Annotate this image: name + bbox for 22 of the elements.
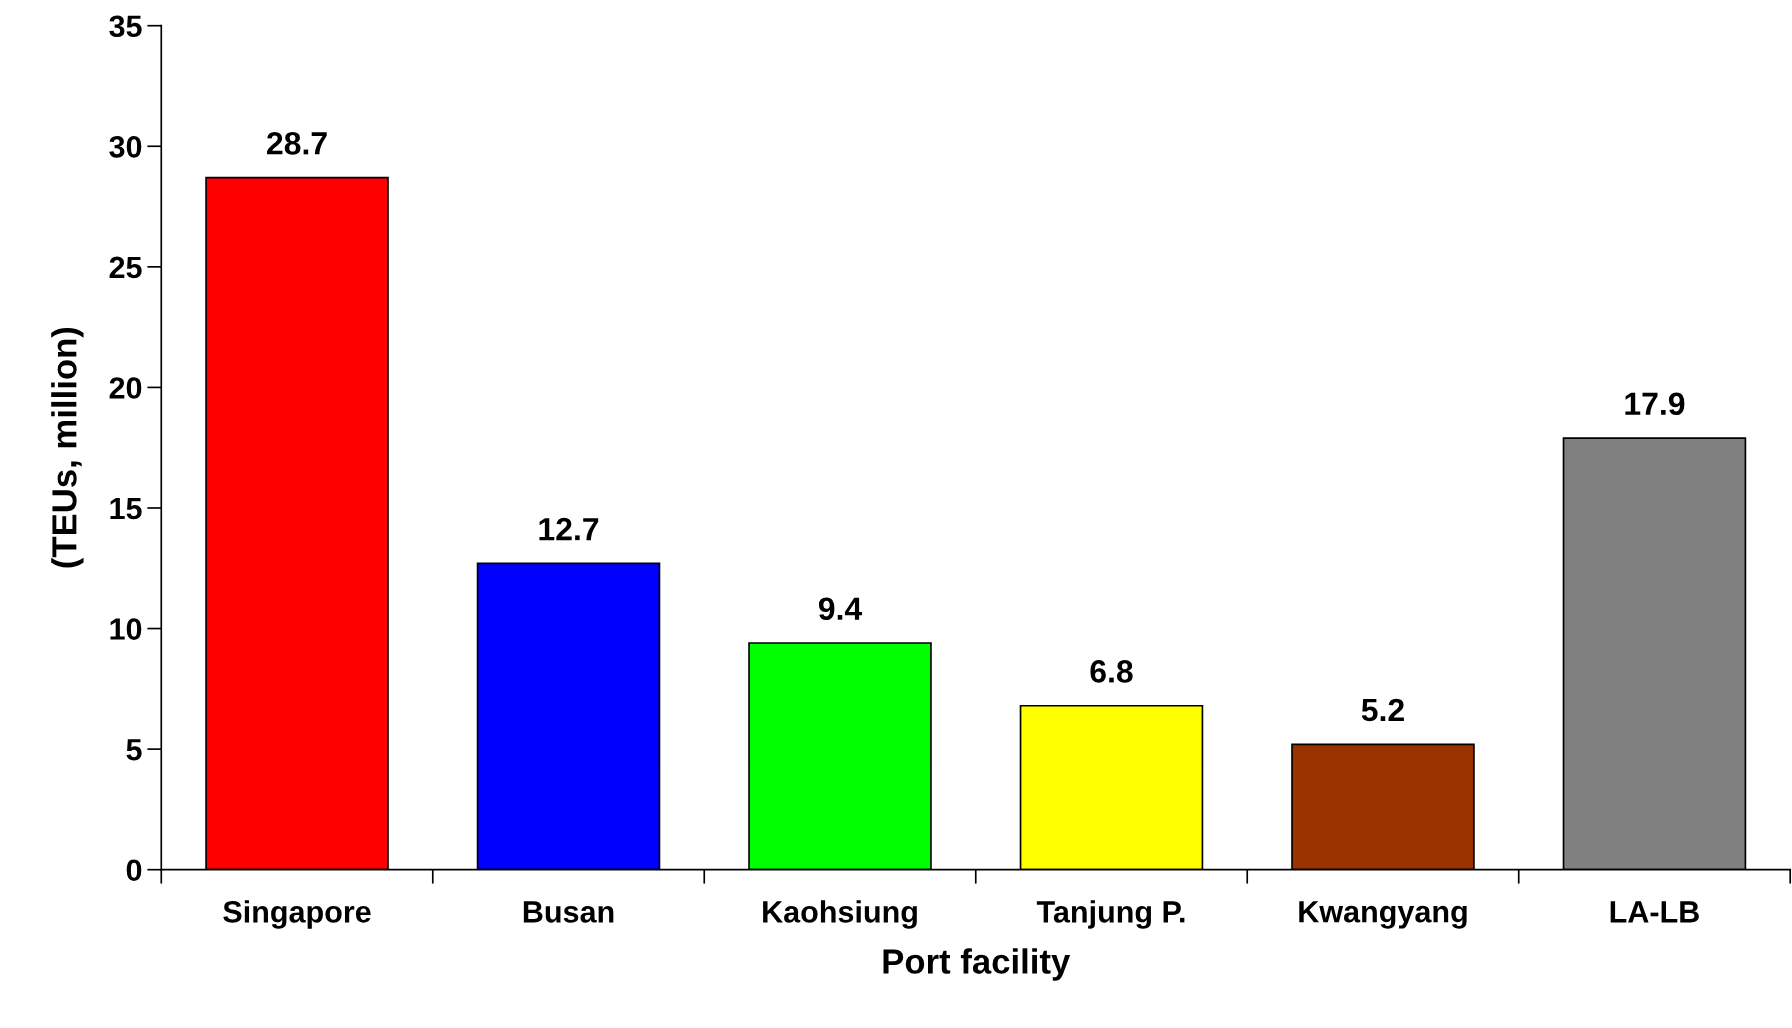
x-tick-label: Busan — [523, 901, 614, 923]
data-label: 17.9 — [1625, 392, 1685, 416]
x-tick-label: LA-LB — [1610, 901, 1699, 923]
y-tick-label: 5 — [126, 739, 142, 761]
data-label: 12.7 — [539, 517, 599, 541]
x-tick-label: Kaohsiung — [763, 900, 917, 929]
y-tick-label: 0 — [126, 859, 142, 882]
x-axis-title: Port facility — [883, 948, 1071, 981]
data-label: 6.8 — [1090, 660, 1133, 683]
data-label: 9.4 — [818, 597, 863, 621]
x-tick-label: Tanjung P. — [1036, 900, 1185, 929]
data-label: 28.7 — [267, 132, 327, 155]
x-tick-label: Singapore — [223, 900, 371, 929]
y-tick-label: 30 — [109, 136, 142, 158]
y-tick-label: 20 — [109, 377, 142, 399]
y-tick-label: 10 — [110, 618, 142, 640]
x-tick-label: Kwangyang — [1299, 901, 1467, 929]
y-tick-label: 15 — [110, 498, 142, 520]
y-axis-title: (TEUs, million) — [51, 327, 84, 568]
y-tick-label: 35 — [109, 15, 142, 38]
data-label: 5.2 — [1361, 698, 1404, 722]
y-tick-label: 25 — [109, 256, 142, 279]
